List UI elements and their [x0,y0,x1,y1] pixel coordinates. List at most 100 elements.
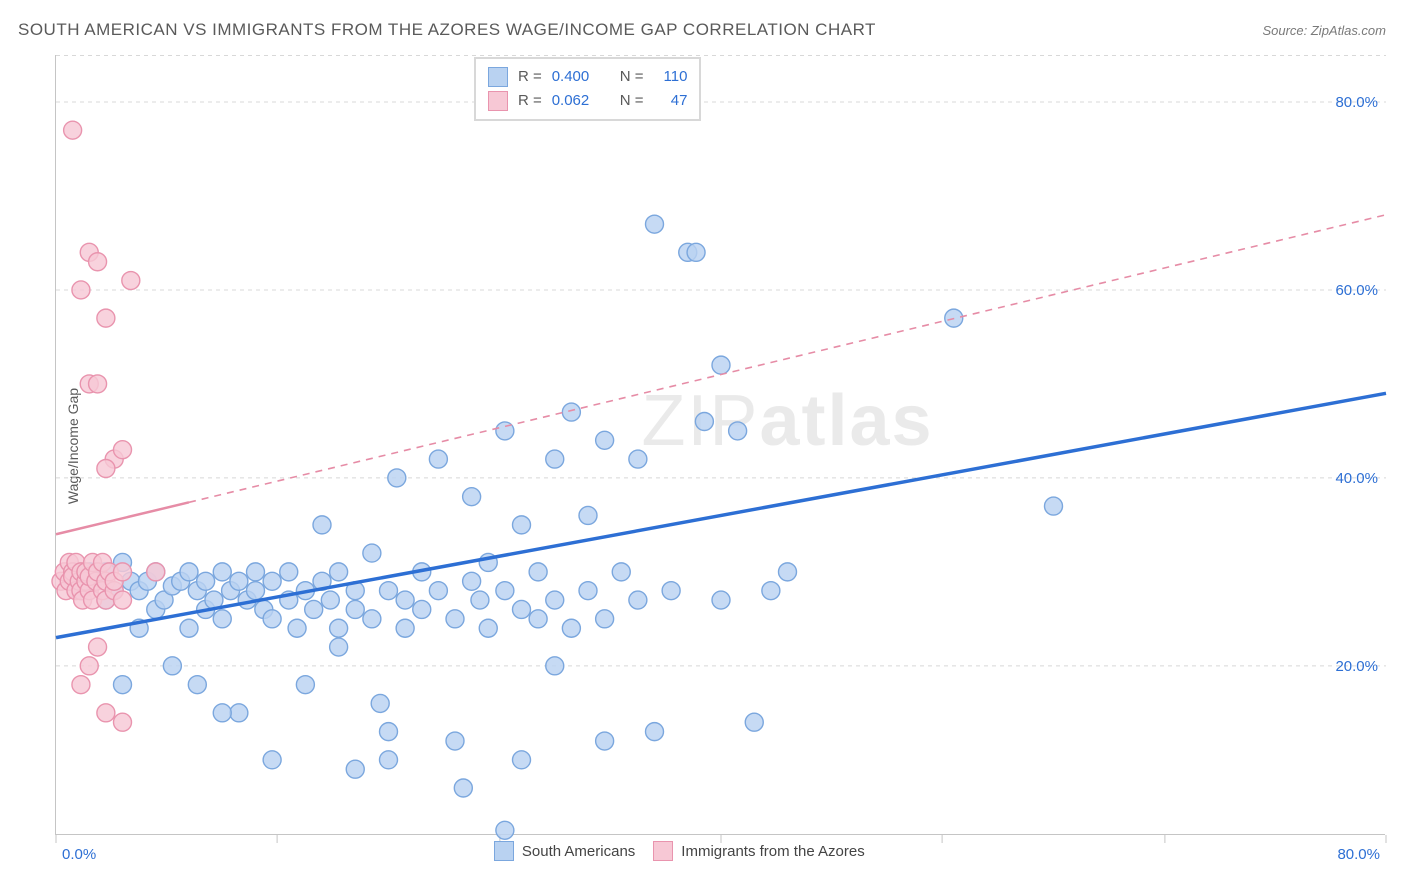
scatter-point [629,591,647,609]
scatter-point [380,751,398,769]
scatter-point [213,563,231,581]
scatter-point [579,582,597,600]
scatter-point [729,422,747,440]
scatter-point [413,600,431,618]
scatter-point [89,375,107,393]
scatter-point [330,619,348,637]
scatter-point [712,591,730,609]
legend-r-value: 0.062 [552,89,610,113]
scatter-point [496,582,514,600]
legend-r-label: R = [518,89,542,113]
scatter-point [695,413,713,431]
scatter-point [687,243,705,261]
scatter-point [72,676,90,694]
scatter-point [197,572,215,590]
scatter-point [712,356,730,374]
legend-row: R =0.400N =110 [488,65,688,89]
scatter-point [596,610,614,628]
scatter-point [429,450,447,468]
legend-row: R =0.062N =47 [488,89,688,113]
scatter-point [380,582,398,600]
scatter-point [388,469,406,487]
correlation-legend: R =0.400N =110R =0.062N =47 [474,57,702,121]
scatter-point [188,676,206,694]
scatter-point [263,610,281,628]
x-tick-label: 80.0% [1337,846,1380,863]
scatter-point [446,610,464,628]
scatter-point [662,582,680,600]
scatter-point [454,779,472,797]
scatter-point [263,572,281,590]
legend-swatch [488,91,508,111]
source-name: ZipAtlas.com [1311,23,1386,38]
scatter-point [230,572,248,590]
scatter-point [471,591,489,609]
scatter-point [296,676,314,694]
scatter-point [513,516,531,534]
scatter-point [396,619,414,637]
y-tick-label: 40.0% [1335,470,1378,487]
scatter-point [247,582,265,600]
scatter-point [363,610,381,628]
scatter-point [463,488,481,506]
scatter-point [529,563,547,581]
scatter-point [321,591,339,609]
scatter-point [230,704,248,722]
scatter-point [429,582,447,600]
scatter-point [114,713,132,731]
scatter-point [546,450,564,468]
scatter-point [612,563,630,581]
scatter-point [180,563,198,581]
scatter-point [247,563,265,581]
scatter-point [363,544,381,562]
scatter-point [779,563,797,581]
scatter-point [479,619,497,637]
legend-label: South Americans [522,843,635,860]
scatter-point [380,723,398,741]
scatter-point [305,600,323,618]
scatter-point [280,563,298,581]
scatter-point [562,619,580,637]
scatter-point [371,694,389,712]
scatter-point [80,657,98,675]
scatter-point [89,253,107,271]
scatter-point [180,619,198,637]
scatter-point [646,723,664,741]
chart-title: SOUTH AMERICAN VS IMMIGRANTS FROM THE AZ… [18,20,876,40]
scatter-point [446,732,464,750]
scatter-point [396,591,414,609]
scatter-point [163,657,181,675]
legend-n-label: N = [620,65,644,89]
legend-n-value: 110 [653,65,687,89]
legend-r-value: 0.400 [552,65,610,89]
legend-swatch [494,841,514,861]
scatter-point [529,610,547,628]
legend-swatch [488,67,508,87]
scatter-plot-svg: 20.0%40.0%60.0%80.0%0.0%80.0%ZIPatlas [56,55,1386,835]
scatter-point [114,591,132,609]
scatter-point [646,215,664,233]
scatter-point [346,600,364,618]
scatter-point [147,563,165,581]
scatter-point [97,459,115,477]
scatter-point [97,309,115,327]
scatter-point [114,441,132,459]
scatter-point [745,713,763,731]
scatter-point [629,450,647,468]
scatter-point [288,619,306,637]
scatter-point [313,516,331,534]
scatter-point [546,591,564,609]
scatter-point [114,676,132,694]
scatter-point [496,821,514,839]
scatter-point [513,600,531,618]
scatter-point [122,272,140,290]
scatter-point [97,704,115,722]
watermark: ZIPatlas [641,381,933,461]
y-tick-label: 60.0% [1335,282,1378,299]
scatter-point [596,431,614,449]
scatter-point [213,610,231,628]
source-attribution: Source: ZipAtlas.com [1262,23,1386,38]
y-tick-label: 20.0% [1335,658,1378,675]
scatter-point [89,638,107,656]
legend-label: Immigrants from the Azores [681,843,864,860]
